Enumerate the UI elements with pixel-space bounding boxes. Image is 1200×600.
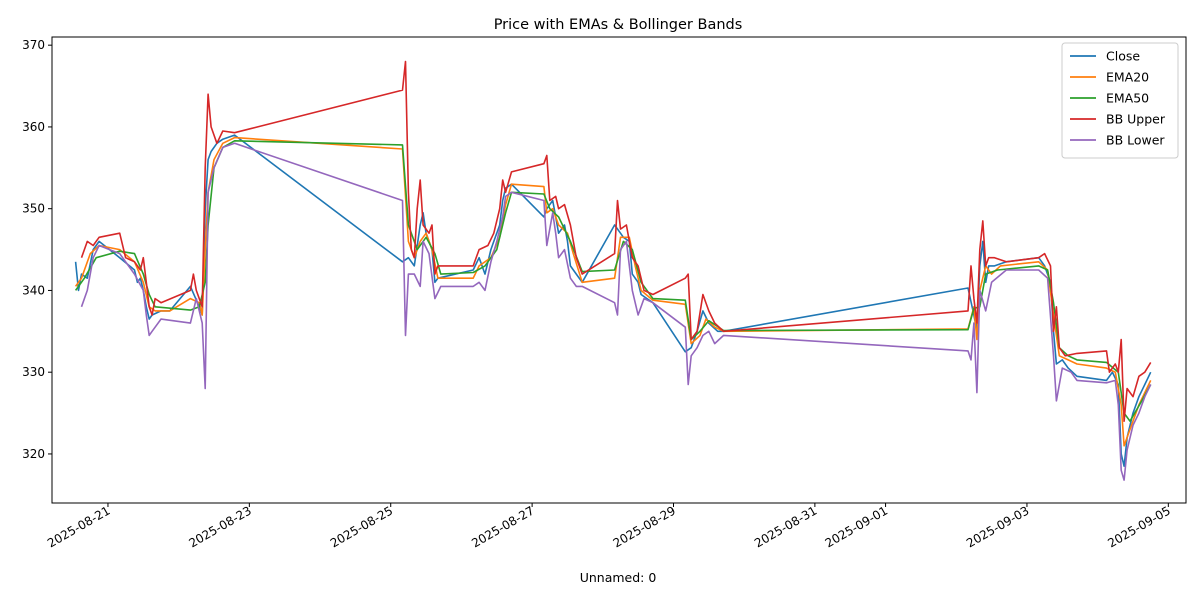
legend-label: BB Upper xyxy=(1106,112,1166,127)
y-tick-label: 320 xyxy=(22,447,45,461)
y-axis: 320 330 340 350 360 370 xyxy=(22,38,52,461)
chart-title: Price with EMAs & Bollinger Bands xyxy=(494,17,743,33)
y-tick-label: 370 xyxy=(22,38,45,52)
legend-label: BB Lower xyxy=(1106,133,1165,148)
y-tick-label: 340 xyxy=(22,283,45,297)
series-layer xyxy=(74,60,1152,481)
series-line-bb-lower xyxy=(80,142,1152,481)
series-line-bb-upper xyxy=(80,60,1152,422)
legend-box xyxy=(1061,42,1179,159)
y-tick-label: 330 xyxy=(22,365,45,379)
series-line-ema20 xyxy=(74,136,1152,447)
y-tick-label: 350 xyxy=(22,202,45,216)
legend-label: EMA50 xyxy=(1106,91,1149,106)
plot-frame xyxy=(51,36,1187,504)
x-axis-label: Unnamed: 0 xyxy=(580,570,657,585)
legend-label: Close xyxy=(1106,49,1140,64)
y-tick-label: 360 xyxy=(22,120,45,134)
legend: Close EMA20 EMA50 BB Upper BB Lower xyxy=(1061,42,1179,159)
legend-label: EMA20 xyxy=(1106,70,1149,85)
